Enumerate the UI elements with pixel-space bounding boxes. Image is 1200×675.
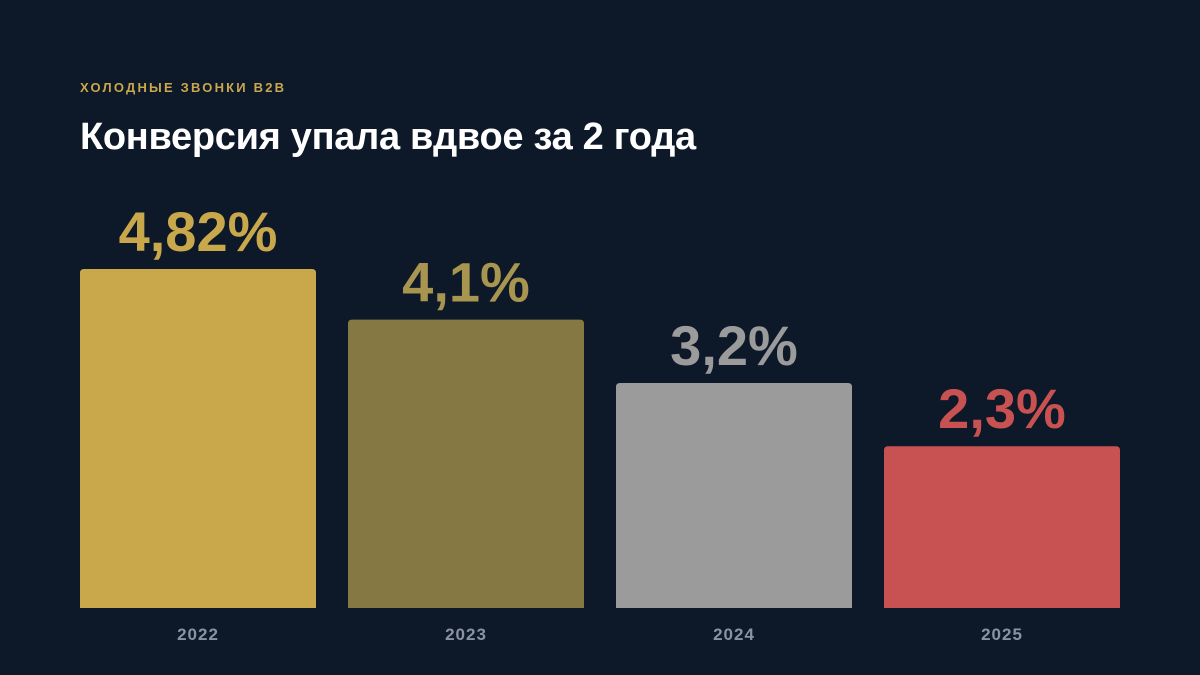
bar-2022 (80, 269, 316, 608)
chart-eyebrow: ХОЛОДНЫЕ ЗВОНКИ B2B (80, 80, 287, 95)
category-label-2023: 2023 (445, 625, 487, 644)
bar-2025 (884, 446, 1120, 608)
value-label-2023: 4,1% (402, 251, 530, 314)
category-label-2022: 2022 (177, 625, 219, 644)
bar-2023 (348, 319, 584, 608)
bar-2024 (616, 382, 852, 608)
value-label-2024: 3,2% (670, 314, 798, 377)
category-label-2024: 2024 (713, 625, 755, 644)
value-label-2022: 4,82% (119, 200, 278, 263)
value-label-2025: 2,3% (938, 377, 1066, 440)
chart-title: Конверсия упала вдвое за 2 года (80, 116, 696, 158)
category-label-2025: 2025 (981, 625, 1023, 644)
